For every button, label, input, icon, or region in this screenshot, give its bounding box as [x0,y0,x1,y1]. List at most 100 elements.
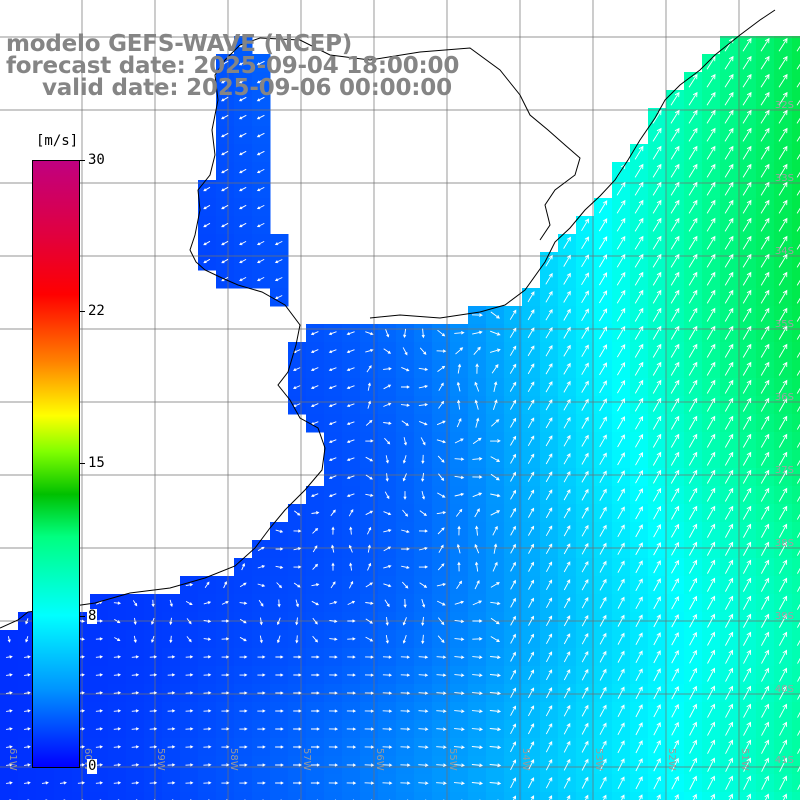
wind-arrow [742,505,752,520]
wind-arrow [706,487,716,502]
wind-arrow [796,315,800,322]
wind-arrow [652,217,662,232]
wind-arrow [527,453,535,464]
wind-arrow [510,471,516,482]
wind-arrow [472,492,483,498]
wind-arrow [113,655,122,659]
wind-arrow [742,127,752,142]
wind-arrow [761,541,770,556]
wind-arrow [598,236,608,250]
wind-arrow [293,655,302,659]
wind-arrow [528,741,535,753]
wind-speed-cell [792,630,800,649]
wind-arrow [256,222,265,228]
wind-arrow [546,615,553,627]
wind-arrow [275,673,284,677]
wind-arrow [671,595,679,610]
wind-arrow [670,451,680,466]
wind-arrow [311,583,320,587]
wind-arrow [653,757,661,772]
wind-arrow [760,253,770,268]
wind-arrow [347,673,356,677]
wind-arrow [6,691,13,695]
wind-arrow [616,271,626,286]
wind-arrow [346,691,356,695]
wind-arrow [328,385,337,390]
wind-arrow [239,763,248,767]
wind-arrow [581,578,589,591]
wind-arrow [634,307,644,322]
wind-arrow [528,705,535,717]
wind-arrow [203,673,212,677]
wind-arrow [203,619,212,623]
wind-arrow [545,435,553,447]
wind-arrow [328,439,337,444]
wind-arrow [437,617,445,626]
wind-speed-cell [630,792,649,800]
wind-arrow [778,307,788,322]
wind-arrow [364,673,374,677]
wind-arrow [527,291,535,303]
wind-arrow [510,507,516,518]
wind-arrow [419,420,428,426]
wind-arrow [528,687,535,699]
wind-arrow [724,433,734,448]
wind-arrow [545,344,553,357]
wind-arrow [365,348,374,353]
colorbar-tick-15: 15 [87,455,106,471]
wind-arrow [782,793,787,800]
wind-arrow [510,417,517,428]
wind-arrow [490,636,501,642]
wind-speed-cell [792,504,800,523]
wind-speed-cell [792,36,800,55]
wind-arrow [310,493,319,498]
wind-arrow [528,723,535,735]
wind-arrow [149,727,158,731]
wind-arrow [348,508,354,517]
wind-arrow [724,235,734,250]
wind-arrow [724,415,734,430]
wind-arrow [584,794,589,800]
wind-speed-cell [432,792,451,800]
wind-arrow [635,560,643,574]
wind-arrow [402,473,407,482]
wind-arrow [671,523,680,538]
longitude-label: 53W [593,748,604,771]
wind-arrow [365,510,374,516]
wind-arrow [221,186,229,192]
wind-arrow [742,397,752,412]
wind-speed-cell [666,792,685,800]
wind-arrow [581,362,589,375]
wind-arrow [364,727,375,731]
wind-arrow [742,217,752,232]
wind-arrow [421,634,425,645]
wind-arrow [490,330,501,336]
wind-arrow [707,559,716,574]
wind-arrow [599,668,607,681]
colorbar-tick-22: 22 [87,303,106,319]
wind-arrow [796,513,800,520]
wind-arrow [797,585,800,592]
wind-arrow [489,781,502,786]
wind-arrow [688,361,698,376]
wind-arrow [725,631,734,646]
wind-arrow [742,199,752,214]
wind-arrow [778,55,788,70]
wind-arrow [238,204,247,210]
wind-arrow [510,579,516,590]
wind-arrow [275,781,284,785]
wind-arrow [403,598,407,608]
wind-arrow [546,651,553,663]
wind-arrow [545,758,553,771]
wind-arrow [688,415,698,430]
wind-arrow [364,691,375,695]
wind-arrow [761,757,769,772]
wind-arrow [167,709,176,713]
wind-arrow [778,379,788,394]
wind-arrow [653,775,661,790]
wind-arrow [346,331,355,336]
wind-arrow [671,614,679,628]
wind-arrow [761,595,770,610]
wind-arrow [545,723,553,735]
wind-arrow [364,763,375,767]
